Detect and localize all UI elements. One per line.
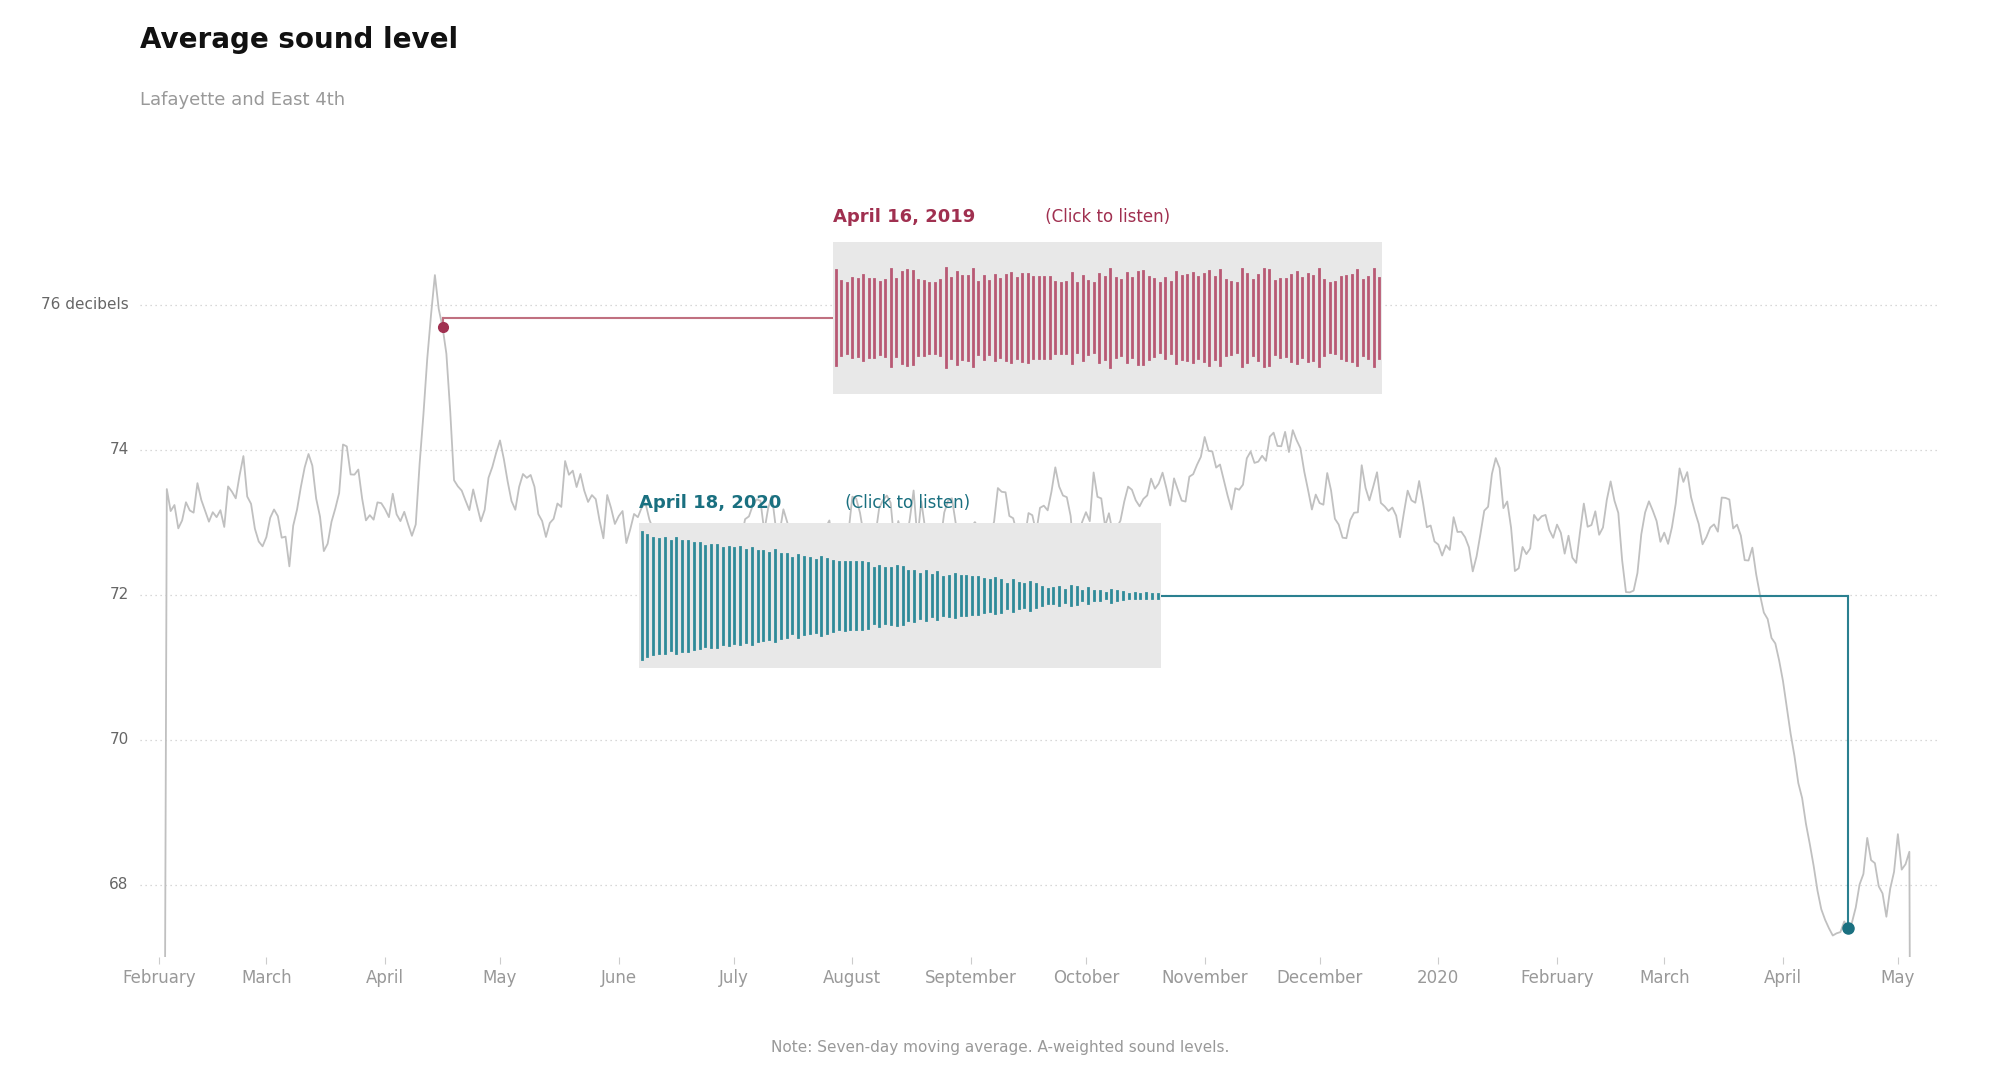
- Text: 74: 74: [110, 442, 128, 457]
- Text: Lafayette and East 4th: Lafayette and East 4th: [140, 90, 346, 109]
- Text: Note: Seven-day moving average. A-weighted sound levels.: Note: Seven-day moving average. A-weight…: [770, 1040, 1230, 1055]
- Text: 76 decibels: 76 decibels: [40, 297, 128, 312]
- Text: April 16, 2019: April 16, 2019: [832, 208, 976, 226]
- Text: Average sound level: Average sound level: [140, 26, 458, 54]
- Text: (Click to listen): (Click to listen): [1040, 208, 1170, 226]
- Text: 72: 72: [110, 588, 128, 603]
- Text: 68: 68: [110, 877, 128, 892]
- Text: 70: 70: [110, 732, 128, 747]
- Text: April 18, 2020: April 18, 2020: [638, 494, 780, 512]
- Text: (Click to listen): (Click to listen): [840, 494, 970, 512]
